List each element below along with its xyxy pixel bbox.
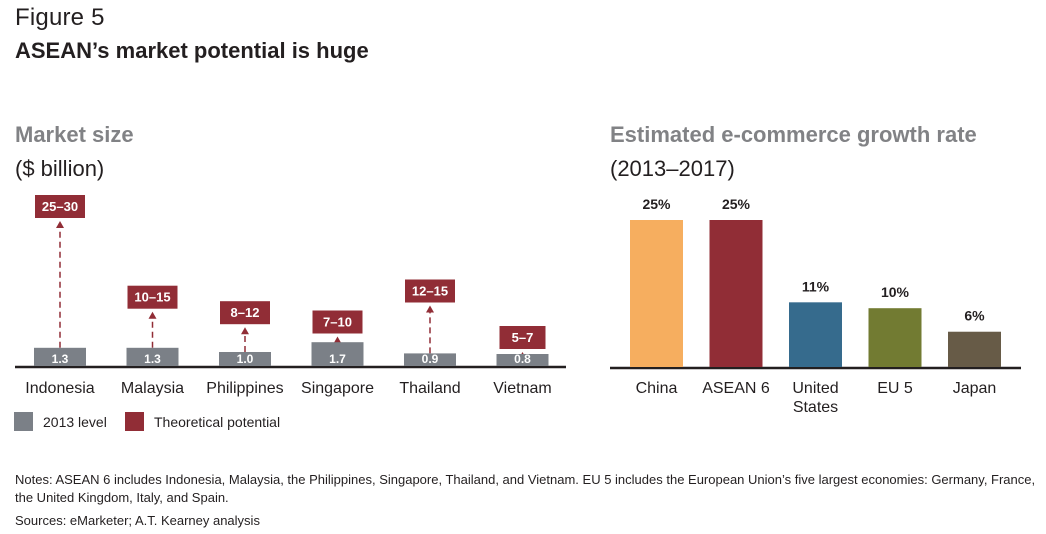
category-label-china: China <box>636 380 678 397</box>
bar-2013-malaysia <box>126 347 179 366</box>
bar-2013-singapore <box>311 342 364 366</box>
bar-2013-label-vietnam: 0.8 <box>514 352 531 366</box>
value-label-asean-6: 25% <box>722 196 751 212</box>
sources-text: Sources: eMarketer; A.T. Kearney analysi… <box>15 513 260 528</box>
arrow-head-indonesia <box>56 221 64 228</box>
potential-label-indonesia: 25–30 <box>42 199 78 214</box>
bar-2013-label-indonesia: 1.3 <box>52 352 69 366</box>
legend-item-2013-level: 2013 level <box>14 412 107 431</box>
growth-rate-subtitle: (2013–2017) <box>610 156 735 181</box>
category-label-eu-5: EU 5 <box>877 380 913 397</box>
bar-2013-philippines <box>219 352 271 366</box>
potential-box-philippines <box>220 301 270 325</box>
growth-rate-title: Estimated e-commerce growth rate <box>610 122 977 147</box>
arrow-head-philippines <box>241 327 249 335</box>
value-label-united-states: 11% <box>802 278 830 294</box>
legend-label-theoretical-potential: Theoretical potential <box>154 413 281 430</box>
legend-swatch-2013-level <box>14 412 33 431</box>
legend-swatch-theoretical-potential <box>125 412 144 431</box>
legend-label-2013-level: 2013 level <box>43 413 107 430</box>
category-label-singapore: Singapore <box>301 380 374 397</box>
potential-box-singapore <box>312 310 363 334</box>
notes-text: Notes: ASEAN 6 includes Indonesia, Malay… <box>15 472 1036 505</box>
bar-united-states <box>789 302 842 367</box>
value-label-eu-5: 10% <box>881 284 910 300</box>
arrow-head-singapore <box>333 336 342 344</box>
legend-item-theoretical-potential: Theoretical potential <box>125 412 280 431</box>
bar-eu-5 <box>868 308 922 367</box>
category-label-philippines: Philippines <box>206 380 283 397</box>
value-label-china: 25% <box>642 196 671 212</box>
growth-rate-chart: 25% China 25% ASEAN 6 11% United States 10% EU 5… <box>610 196 1021 416</box>
potential-box-malaysia <box>127 285 178 309</box>
arrow-head-thailand <box>426 305 434 313</box>
category-label-vietnam: Vietnam <box>493 380 551 397</box>
figure-title: ASEAN’s market potential is huge <box>15 38 369 63</box>
category-label-japan: Japan <box>953 380 997 397</box>
bar-2013-label-thailand: 0.9 <box>422 352 439 366</box>
value-label-japan: 6% <box>964 308 985 324</box>
category-label-thailand: Thailand <box>399 380 460 397</box>
bar-2013-indonesia <box>34 347 86 366</box>
potential-label-malaysia: 10–15 <box>134 290 170 305</box>
category-label-united-states: United <box>792 380 838 397</box>
potential-box-indonesia <box>35 195 85 218</box>
bar-2013-thailand <box>404 353 456 366</box>
bar-asean-6 <box>709 220 763 367</box>
potential-label-thailand: 12–15 <box>412 284 448 299</box>
bar-japan <box>948 331 1001 367</box>
potential-label-vietnam: 5–7 <box>512 330 534 345</box>
category-label-united-states-line2: States <box>793 399 838 416</box>
arrow-head-malaysia <box>148 311 157 319</box>
figure-label: Figure 5 <box>15 4 105 31</box>
bar-china <box>630 220 683 367</box>
market-size-chart: 25–30 1.3 Indonesia 10–15 1.3 Malaysia 8–12 1.0… <box>15 195 566 397</box>
potential-label-singapore: 7–10 <box>323 315 352 330</box>
bar-2013-vietnam <box>496 354 549 366</box>
bar-2013-label-malaysia: 1.3 <box>144 352 161 366</box>
bar-2013-label-singapore: 1.7 <box>329 352 346 366</box>
bar-2013-label-philippines: 1.0 <box>237 352 254 366</box>
market-size-title: Market size <box>15 122 134 147</box>
potential-box-thailand <box>405 279 455 303</box>
category-label-asean-6: ASEAN 6 <box>702 380 770 397</box>
potential-box-vietnam <box>499 326 546 349</box>
category-label-malaysia: Malaysia <box>121 380 184 397</box>
category-label-indonesia: Indonesia <box>25 380 94 397</box>
potential-label-philippines: 8–12 <box>231 305 260 320</box>
market-size-subtitle: ($ billion) <box>15 156 105 181</box>
